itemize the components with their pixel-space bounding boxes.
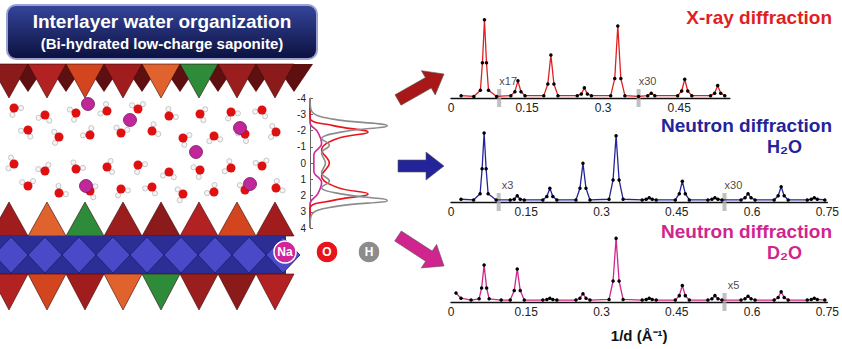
svg-text:0.45: 0.45 <box>667 101 691 115</box>
svg-text:x3: x3 <box>502 179 514 191</box>
svg-text:x30: x30 <box>725 179 743 191</box>
svg-text:1/d (Å⁻¹): 1/d (Å⁻¹) <box>611 327 668 344</box>
svg-text:H₂O: H₂O <box>767 137 802 157</box>
svg-text:0.6: 0.6 <box>744 305 761 319</box>
svg-text:-2: -2 <box>297 125 306 136</box>
html-text:(Bi-hydrated low-charge saponi: (Bi-hydrated low-charge saponite) <box>40 35 284 52</box>
svg-text:-4: -4 <box>297 93 306 104</box>
svg-text:x17: x17 <box>499 75 517 87</box>
svg-text:0.15: 0.15 <box>515 305 539 319</box>
svg-text:0: 0 <box>300 158 306 169</box>
svg-text:0.75: 0.75 <box>816 205 840 219</box>
svg-text:4: 4 <box>300 223 306 234</box>
svg-text:0.45: 0.45 <box>665 305 689 319</box>
svg-text:0: 0 <box>448 305 455 319</box>
svg-text:2: 2 <box>300 190 306 201</box>
svg-text:0: 0 <box>448 205 455 219</box>
svg-text:x5: x5 <box>728 279 740 291</box>
svg-text:0.3: 0.3 <box>593 305 610 319</box>
svg-text:3: 3 <box>300 206 306 217</box>
svg-text:0: 0 <box>448 101 455 115</box>
svg-text:H: H <box>365 245 374 259</box>
svg-text:0.15: 0.15 <box>515 205 539 219</box>
svg-text:x30: x30 <box>639 75 657 87</box>
svg-text:Na: Na <box>277 245 293 259</box>
svg-text:0.45: 0.45 <box>665 205 689 219</box>
svg-text:1: 1 <box>300 174 306 185</box>
svg-text:Neutron diffraction: Neutron diffraction <box>661 221 832 242</box>
svg-text:X-ray diffraction: X-ray diffraction <box>686 7 832 28</box>
html-text:Interlayer water organization: Interlayer water organization <box>32 11 292 32</box>
svg-text:0.6: 0.6 <box>744 205 761 219</box>
svg-text:D₂O: D₂O <box>767 243 802 263</box>
svg-text:0.3: 0.3 <box>593 205 610 219</box>
svg-text:0.3: 0.3 <box>595 101 612 115</box>
svg-text:-1: -1 <box>297 141 306 152</box>
svg-text:0.75: 0.75 <box>816 305 840 319</box>
svg-text:-3: -3 <box>297 109 306 120</box>
svg-text:O: O <box>322 245 331 259</box>
svg-text:Neutron diffraction: Neutron diffraction <box>661 115 832 136</box>
svg-text:0.15: 0.15 <box>515 101 539 115</box>
